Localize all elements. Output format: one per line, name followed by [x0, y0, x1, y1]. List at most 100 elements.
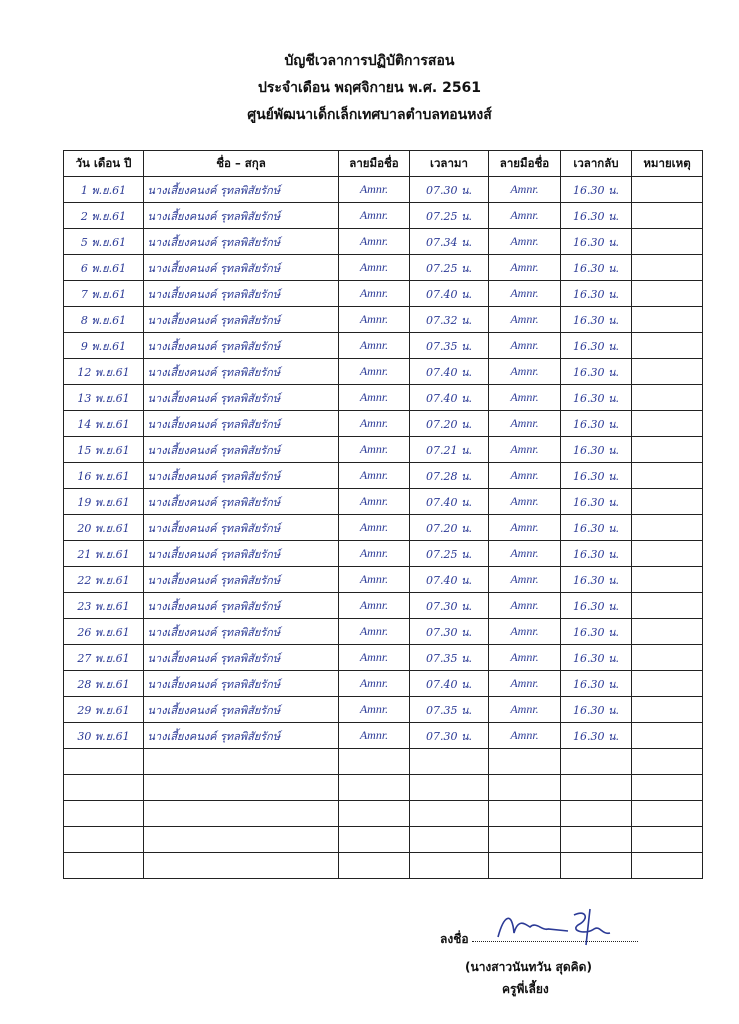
remarks-cell [631, 306, 703, 333]
time-out-cell: 16.30 น. [560, 436, 632, 463]
signature-out-cell: Amnr. [488, 462, 561, 489]
time-out-cell: 16.30 น. [560, 540, 632, 567]
document-title: บัญชีเวลาการปฏิบัติการสอน [284, 53, 455, 69]
name-cell: นางเสี้ยงคนงค์ รุทลพิสัยรักษ์ [143, 566, 339, 593]
empty-cell [631, 852, 703, 879]
name-cell: นางเสี้ยงคนงค์ รุทลพิสัยรักษ์ [143, 488, 339, 515]
empty-cell [631, 774, 703, 801]
table-row: 7 พ.ย.61 นางเสี้ยงคนงค์ รุทลพิสัยรักษ์ Am… [63, 280, 703, 307]
table-row: 22 พ.ย.61 นางเสี้ยงคนงค์ รุทลพิสัยรักษ์ A… [63, 566, 703, 593]
empty-cell [63, 774, 144, 801]
remarks-cell [631, 488, 703, 515]
time-out-cell: 16.30 น. [560, 722, 632, 749]
empty-cell [488, 800, 561, 827]
signature-in-cell: Amnr. [338, 670, 410, 697]
remarks-cell [631, 358, 703, 385]
signature-out-cell: Amnr. [488, 202, 561, 229]
time-in-cell: 07.28 น. [409, 462, 489, 489]
handwritten-signature [497, 908, 611, 946]
time-out-cell: 16.30 น. [560, 488, 632, 515]
empty-cell [631, 800, 703, 827]
column-header-remarks: หมายเหตุ [631, 150, 703, 177]
table-row: 21 พ.ย.61 นางเสี้ยงคนงค์ รุทลพิสัยรักษ์ A… [63, 540, 703, 567]
empty-cell [143, 748, 339, 775]
signature-line [472, 941, 638, 942]
time-in-cell: 07.35 น. [409, 644, 489, 671]
name-cell: นางเสี้ยงคนงค์ รุทลพิสัยรักษ์ [143, 592, 339, 619]
time-in-cell: 07.34 น. [409, 228, 489, 255]
table-row: 28 พ.ย.61 นางเสี้ยงคนงค์ รุทลพิสัยรักษ์ A… [63, 670, 703, 697]
time-in-cell: 07.40 น. [409, 358, 489, 385]
time-out-cell: 16.30 น. [560, 592, 632, 619]
time-out-cell: 16.30 น. [560, 176, 632, 203]
name-cell: นางเสี้ยงคนงค์ รุทลพิสัยรักษ์ [143, 384, 339, 411]
table-row: 6 พ.ย.61 นางเสี้ยงคนงค์ รุทลพิสัยรักษ์ Am… [63, 254, 703, 281]
signature-in-cell: Amnr. [338, 644, 410, 671]
name-cell: นางเสี้ยงคนงค์ รุทลพิสัยรักษ์ [143, 410, 339, 437]
table-row: 30 พ.ย.61 นางเสี้ยงคนงค์ รุทลพิสัยรักษ์ A… [63, 722, 703, 749]
time-in-cell: 07.40 น. [409, 384, 489, 411]
attendance-table: วัน เดือน ปี ชื่อ – สกุล ลายมือชื่อ เวลา… [63, 150, 703, 879]
time-in-cell: 07.25 น. [409, 202, 489, 229]
date-cell: 12 พ.ย.61 [63, 358, 144, 385]
remarks-cell [631, 410, 703, 437]
remarks-cell [631, 462, 703, 489]
name-cell: นางเสี้ยงคนงค์ รุทลพิสัยรักษ์ [143, 280, 339, 307]
signature-out-cell: Amnr. [488, 488, 561, 515]
date-cell: 2 พ.ย.61 [63, 202, 144, 229]
remarks-cell [631, 644, 703, 671]
remarks-cell [631, 228, 703, 255]
empty-cell [409, 800, 489, 827]
date-cell: 29 พ.ย.61 [63, 696, 144, 723]
signature-out-cell: Amnr. [488, 644, 561, 671]
name-cell: นางเสี้ยงคนงค์ รุทลพิสัยรักษ์ [143, 722, 339, 749]
remarks-cell [631, 202, 703, 229]
name-cell: นางเสี้ยงคนงค์ รุทลพิสัยรักษ์ [143, 514, 339, 541]
date-cell: 13 พ.ย.61 [63, 384, 144, 411]
signature-out-cell: Amnr. [488, 280, 561, 307]
time-out-cell: 16.30 น. [560, 358, 632, 385]
remarks-cell [631, 384, 703, 411]
table-row: 1 พ.ย.61 นางเสี้ยงคนงค์ รุทลพิสัยรักษ์ Am… [63, 176, 703, 203]
date-cell: 19 พ.ย.61 [63, 488, 144, 515]
date-cell: 21 พ.ย.61 [63, 540, 144, 567]
table-row: 29 พ.ย.61 นางเสี้ยงคนงค์ รุทลพิสัยรักษ์ A… [63, 696, 703, 723]
column-header-name: ชื่อ – สกุล [143, 150, 339, 177]
date-cell: 7 พ.ย.61 [63, 280, 144, 307]
date-cell: 23 พ.ย.61 [63, 592, 144, 619]
signature-out-cell: Amnr. [488, 566, 561, 593]
table-row: 5 พ.ย.61 นางเสี้ยงคนงค์ รุทลพิสัยรักษ์ Am… [63, 228, 703, 255]
date-cell: 5 พ.ย.61 [63, 228, 144, 255]
table-row: 8 พ.ย.61 นางเสี้ยงคนงค์ รุทลพิสัยรักษ์ Am… [63, 306, 703, 333]
empty-cell [631, 748, 703, 775]
empty-cell [488, 826, 561, 853]
empty-cell [338, 774, 410, 801]
name-cell: นางเสี้ยงคนงค์ รุทลพิสัยรักษ์ [143, 618, 339, 645]
remarks-cell [631, 332, 703, 359]
name-cell: นางเสี้ยงคนงค์ รุทลพิสัยรักษ์ [143, 670, 339, 697]
signature-out-cell: Amnr. [488, 618, 561, 645]
empty-cell [409, 852, 489, 879]
remarks-cell [631, 254, 703, 281]
signature-in-cell: Amnr. [338, 592, 410, 619]
signature-out-cell: Amnr. [488, 332, 561, 359]
signature-out-cell: Amnr. [488, 670, 561, 697]
empty-cell [560, 774, 632, 801]
remarks-cell [631, 618, 703, 645]
time-out-cell: 16.30 น. [560, 332, 632, 359]
name-cell: นางเสี้ยงคนงค์ รุทลพิสัยรักษ์ [143, 202, 339, 229]
empty-table-row [63, 826, 703, 853]
date-cell: 1 พ.ย.61 [63, 176, 144, 203]
name-cell: นางเสี้ยงคนงค์ รุทลพิสัยรักษ์ [143, 358, 339, 385]
signature-out-cell: Amnr. [488, 514, 561, 541]
table-row: 14 พ.ย.61 นางเสี้ยงคนงค์ รุทลพิสัยรักษ์ A… [63, 410, 703, 437]
time-in-cell: 07.40 น. [409, 670, 489, 697]
empty-cell [409, 748, 489, 775]
name-cell: นางเสี้ยงคนงค์ รุทลพิสัยรักษ์ [143, 332, 339, 359]
time-in-cell: 07.40 น. [409, 280, 489, 307]
remarks-cell [631, 280, 703, 307]
remarks-cell [631, 696, 703, 723]
empty-cell [143, 826, 339, 853]
signature-in-cell: Amnr. [338, 696, 410, 723]
time-in-cell: 07.20 น. [409, 514, 489, 541]
